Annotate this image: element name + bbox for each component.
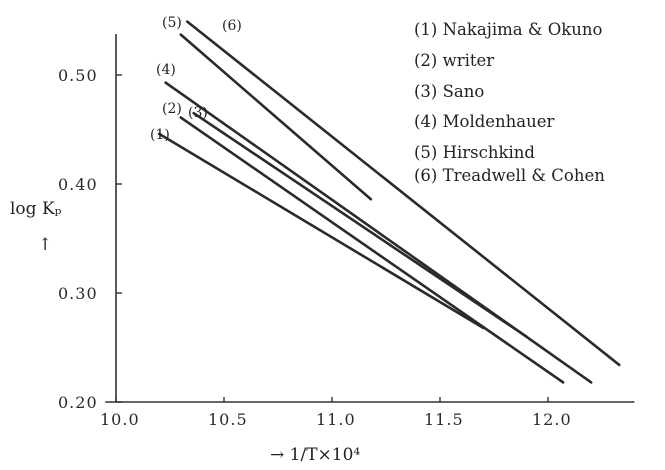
y-axis-arrow: ↑ [38, 235, 52, 255]
y-tick-label: 0.40 [58, 175, 98, 194]
series-tag-3: (3) [188, 105, 208, 121]
y-tick-label: 0.50 [58, 66, 98, 85]
series-line-1 [157, 132, 485, 330]
series-line-2 [179, 116, 565, 384]
series-lines [157, 20, 621, 384]
series-tag-5: (5) [162, 15, 182, 31]
x-tick-label: 11.5 [424, 410, 464, 429]
legend-entry-4: (4) Moldenhauer [414, 112, 555, 131]
series-tag-4: (4) [156, 62, 176, 78]
axes [105, 34, 635, 403]
series-tag-1: (1) [150, 127, 170, 143]
series-tags: (1) (2) (3) (4) (5) (6) [150, 15, 242, 143]
series-line-6 [185, 20, 621, 367]
series-tag-2: (2) [162, 101, 182, 117]
legend: (1) Nakajima & Okuno (2) writer (3) Sano… [414, 20, 605, 185]
series-tag-6: (6) [222, 18, 242, 34]
x-tick-label: 11.0 [316, 410, 356, 429]
legend-entry-5: (5) Hirschkind [414, 143, 535, 162]
x-tick-label: 10.0 [100, 410, 140, 429]
legend-entry-6: (6) Treadwell & Cohen [414, 166, 605, 185]
y-tick-label: 0.20 [58, 393, 98, 412]
legend-entry-1: (1) Nakajima & Okuno [414, 20, 603, 39]
y-tick-label: 0.30 [58, 284, 98, 303]
x-tick-label: 10.5 [208, 410, 248, 429]
series-line-4 [164, 81, 593, 384]
series-line-3 [192, 111, 528, 338]
ticks: 0.20 0.30 0.40 0.50 10.0 10.5 11.0 11.5 12.0 [58, 66, 572, 429]
x-axis-label: → 1/T×10⁴ [270, 445, 360, 465]
legend-entry-2: (2) writer [414, 51, 494, 70]
x-tick-label: 12.0 [532, 410, 572, 429]
series-line-5 [179, 33, 373, 201]
legend-entry-3: (3) Sano [414, 82, 484, 101]
y-axis-label: log Kₚ [10, 199, 62, 219]
